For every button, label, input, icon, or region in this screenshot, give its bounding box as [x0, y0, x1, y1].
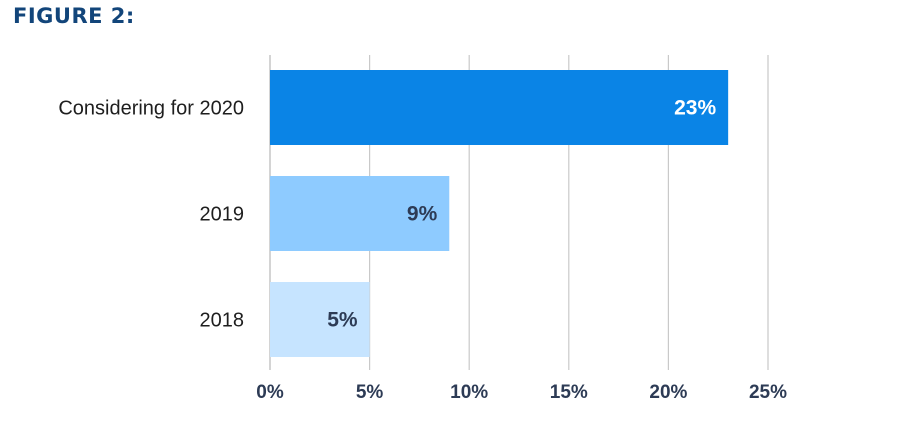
- bar-value-label: 5%: [327, 309, 358, 332]
- figure-title: FIGURE 2:: [13, 4, 135, 28]
- bar: [270, 282, 370, 357]
- category-label: Considering for 2020: [58, 98, 244, 120]
- category-label: 2019: [200, 204, 245, 226]
- x-tick-label: 0%: [256, 382, 284, 403]
- category-label: 2018: [200, 310, 245, 332]
- x-axis-tick-labels: 0% 5% 10% 15% 20% 25%: [256, 382, 787, 403]
- x-tick-label: 5%: [356, 382, 384, 403]
- bar: [270, 176, 450, 251]
- x-tick-label: 25%: [749, 382, 787, 403]
- bar-value-label: 9%: [407, 203, 438, 226]
- bar-value-label: 23%: [674, 97, 716, 120]
- x-tick-label: 10%: [450, 382, 488, 403]
- x-tick-label: 20%: [649, 382, 687, 403]
- bar: [270, 70, 729, 145]
- bars: 23% 9% 5%: [270, 70, 729, 357]
- x-tick-label: 15%: [550, 382, 588, 403]
- category-labels: Considering for 2020 2019 2018: [58, 98, 244, 332]
